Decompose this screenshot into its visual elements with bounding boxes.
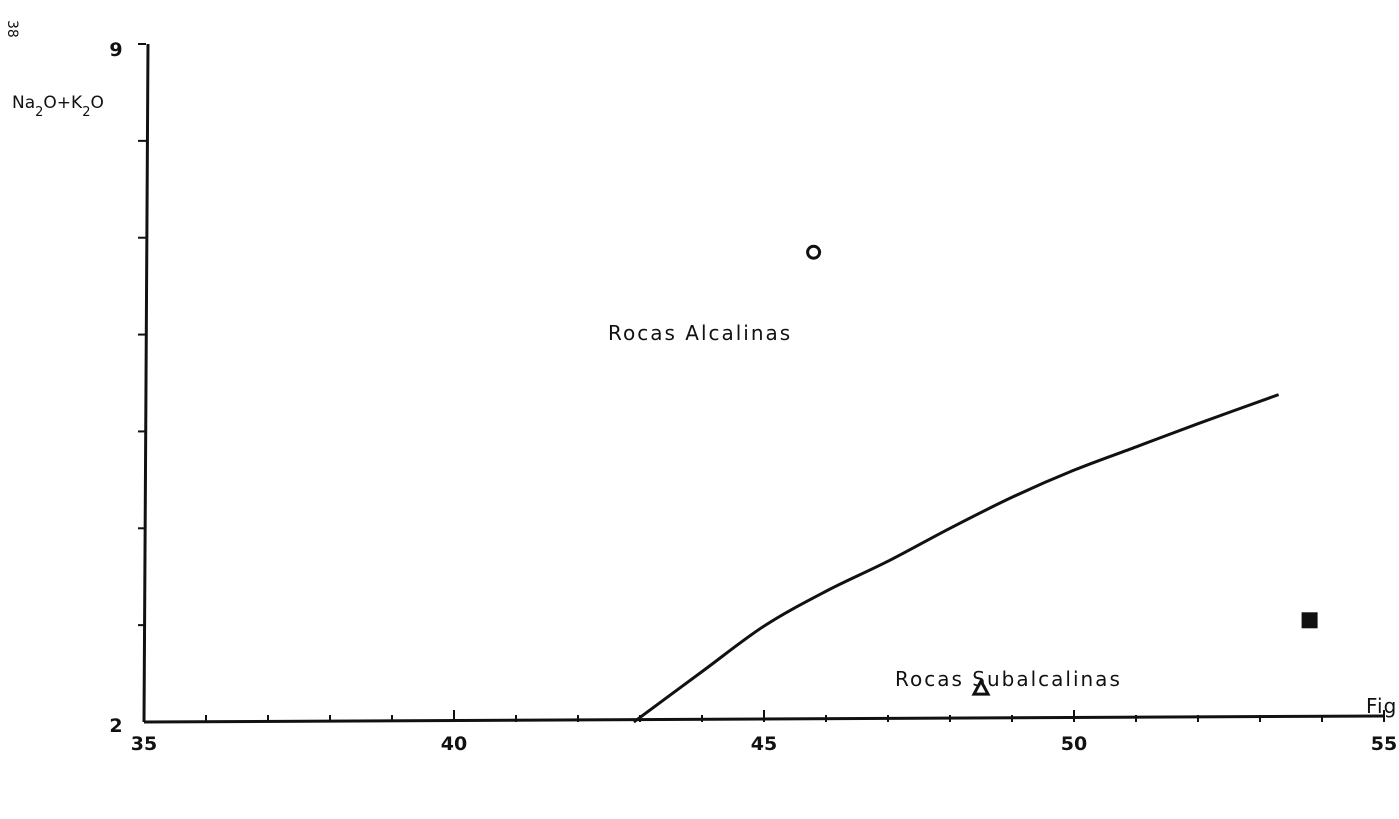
y-tick-label-min: 2 [109, 715, 122, 737]
x-tick-label: 45 [751, 733, 777, 755]
data-point-square [1301, 612, 1318, 629]
y-label-sub-1: 2 [35, 105, 43, 120]
y-label-part-na: Na [12, 93, 35, 113]
x-tick-label: 50 [1061, 733, 1087, 755]
x-tick-labels: 35 40 45 50 55 [131, 733, 1397, 755]
y-label-part-ok: O+K [43, 93, 83, 113]
x-tick-label: 55 [1371, 733, 1397, 755]
region-label-subalkaline: Rocas Subalcalinas [895, 667, 1122, 691]
region-label-alkaline: Rocas Alcalinas [608, 321, 792, 345]
x-tick-label: 40 [441, 733, 467, 755]
x-minor-ticks [205, 710, 1385, 722]
alkaline-subalkaline-boundary [632, 393, 1280, 724]
page-number: 38 [4, 20, 20, 38]
y-axis-label: Na2O+K2O [12, 93, 104, 120]
y-axis [142, 43, 150, 723]
data-point-triangle [971, 677, 991, 696]
y-label-part-o: O [90, 93, 103, 113]
data-point-circle [806, 244, 822, 260]
data-points [806, 244, 1318, 696]
figure-caption-fragment: Fig [1366, 694, 1397, 718]
y-minor-ticks [138, 43, 146, 627]
x-tick-label: 35 [131, 733, 157, 755]
y-label-sub-2: 2 [82, 105, 90, 120]
y-tick-label-max: 9 [109, 39, 122, 61]
